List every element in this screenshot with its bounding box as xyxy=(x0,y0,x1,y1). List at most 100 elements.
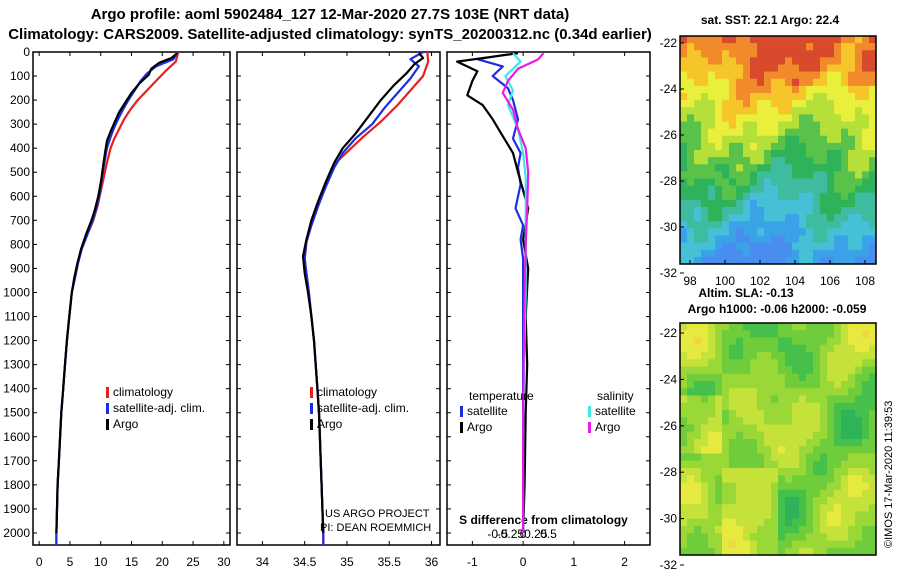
sst-cell xyxy=(736,36,744,44)
sla-cell xyxy=(792,526,800,534)
sla-cell xyxy=(869,395,877,404)
sst-cell xyxy=(848,199,856,208)
sla-cell xyxy=(701,511,709,520)
sla-cell xyxy=(680,352,688,360)
sst-cell xyxy=(792,150,800,158)
sla-cell xyxy=(694,468,702,476)
sst-cell xyxy=(827,57,835,65)
sst-cell xyxy=(792,100,800,108)
sst-cell xyxy=(778,107,786,115)
sla-cell xyxy=(694,460,702,469)
sla-cell xyxy=(708,330,716,338)
sla-cell xyxy=(757,446,765,454)
sla-cell xyxy=(701,337,709,346)
sla-cell xyxy=(715,511,723,520)
sst-cell xyxy=(806,150,814,158)
sla-cell xyxy=(855,439,863,447)
sla-cell xyxy=(841,446,849,454)
sla-cell xyxy=(708,533,716,541)
sst-cell xyxy=(855,57,863,65)
sla-cell xyxy=(729,330,737,338)
sla-cell xyxy=(757,395,765,404)
sst-cell xyxy=(701,249,709,258)
sla-cell xyxy=(841,526,849,534)
sla-cell xyxy=(813,373,821,382)
sla-cell xyxy=(687,439,695,447)
panel-frame xyxy=(446,51,651,546)
sla-cell xyxy=(778,468,786,476)
sst-cell xyxy=(834,185,842,194)
sla-cell xyxy=(792,533,800,541)
sla-cell xyxy=(708,475,716,483)
sst-cell xyxy=(792,121,800,129)
sst-cell xyxy=(764,114,772,122)
sst-cell xyxy=(785,192,793,201)
sla-cell xyxy=(869,417,877,425)
sst-cell xyxy=(722,121,730,129)
sla-cell xyxy=(862,344,870,353)
sla-cell xyxy=(701,431,709,440)
x-tick-label: 34.5 xyxy=(293,555,317,569)
sla-cell xyxy=(862,482,870,491)
sla-cell xyxy=(722,468,730,476)
sla-cell xyxy=(680,330,688,338)
y-tick-label: 100 xyxy=(10,69,30,83)
sla-cell xyxy=(701,547,709,556)
series-line-temperature-argo xyxy=(456,52,530,534)
sla-cell xyxy=(736,475,744,483)
sst-cell xyxy=(757,114,765,122)
sst-cell xyxy=(743,207,751,215)
sst-cell xyxy=(813,249,821,258)
sla-cell xyxy=(743,402,751,411)
sla-cell xyxy=(827,482,835,491)
sla-cell xyxy=(855,417,863,425)
sla-cell xyxy=(799,446,807,454)
sla-cell xyxy=(785,330,793,338)
sla-cell xyxy=(785,475,793,483)
sst-cell xyxy=(722,192,730,201)
sst-cell xyxy=(848,192,856,201)
sst-cell xyxy=(834,150,842,158)
sla-cell xyxy=(813,431,821,440)
sla-cell xyxy=(680,373,688,382)
sst-cell xyxy=(694,207,702,215)
sla-cell xyxy=(680,518,688,527)
sla-cell xyxy=(799,547,807,556)
sst-cell xyxy=(813,207,821,215)
sla-cell xyxy=(708,344,716,353)
sla-cell xyxy=(771,439,779,447)
sst-cell xyxy=(694,150,702,158)
sst-cell xyxy=(722,135,730,144)
sla-cell xyxy=(736,410,744,418)
sla-cell xyxy=(855,511,863,520)
sla-cell xyxy=(680,344,688,353)
sst-cell xyxy=(869,128,877,137)
sla-cell xyxy=(736,424,744,433)
sla-cell xyxy=(715,489,723,498)
sla-cell xyxy=(848,526,856,534)
sla-cell xyxy=(715,526,723,534)
sst-cell xyxy=(820,57,828,65)
sst-cell xyxy=(743,100,751,108)
sla-cell xyxy=(792,511,800,520)
sla-cell xyxy=(813,344,821,353)
sla-cell xyxy=(736,518,744,527)
sla-cell xyxy=(750,446,758,454)
sla-cell xyxy=(680,460,688,469)
sla-cell xyxy=(687,402,695,411)
sla-cell xyxy=(841,489,849,498)
sst-cell xyxy=(869,150,877,158)
sla-cell xyxy=(680,402,688,411)
sst-cell xyxy=(834,85,842,94)
sla-cell xyxy=(722,497,730,505)
sla-cell xyxy=(750,533,758,541)
sla-cell xyxy=(862,424,870,433)
sst-cell xyxy=(715,242,723,251)
sla-cell xyxy=(708,460,716,469)
sla-cell xyxy=(869,540,877,549)
sst-cell xyxy=(750,164,758,172)
sla-cell xyxy=(862,518,870,527)
sst-cell xyxy=(792,249,800,258)
sla-cell xyxy=(736,453,744,462)
sla-cell xyxy=(827,489,835,498)
